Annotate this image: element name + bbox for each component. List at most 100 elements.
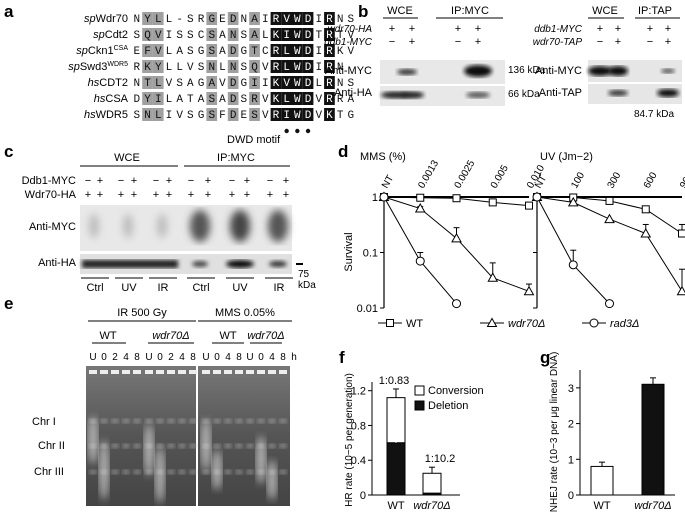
residue: R (326, 78, 333, 90)
wdr70-marker (640, 227, 652, 238)
residue: W (294, 30, 301, 42)
residue: I (315, 14, 322, 26)
y-axis-label: NHEJ rate (10−3 per μg linear DNA) (549, 352, 560, 513)
b-left-header-wce: WCE (387, 5, 413, 17)
sign: + (665, 36, 671, 48)
residue: I (315, 62, 322, 74)
wt-marker (605, 196, 614, 205)
residue: V (155, 46, 162, 58)
residue: V (315, 110, 322, 122)
residue: D (305, 30, 312, 42)
sign: − (455, 36, 461, 48)
sign: + (166, 189, 172, 201)
residue: K (273, 78, 280, 90)
x-tick-label: 0.0013 (416, 158, 441, 190)
wt-marker (525, 201, 533, 210)
residue: G (198, 46, 205, 58)
sign: + (244, 189, 250, 201)
residue: R (326, 94, 333, 106)
ratio-annotation: 1:0.83 (379, 375, 410, 387)
lane-label: 0 (157, 352, 163, 363)
b-right-row-wdr70: wdr70-TAP (533, 37, 583, 48)
residue: A (219, 94, 226, 106)
legend-label: wdr70Δ (508, 318, 545, 330)
residue: I (283, 30, 290, 42)
e-header-ir: IR 500 Gy (117, 307, 167, 319)
sign: + (131, 189, 137, 201)
sign: − (229, 175, 235, 187)
sign: + (229, 189, 235, 201)
residue: I (262, 78, 269, 90)
residue: D (230, 78, 237, 90)
ratio-annotation: 1:10.2 (425, 453, 456, 465)
residue: N (230, 30, 237, 42)
b-left-blot-ha: Anti-HA (334, 87, 373, 99)
residue: V (166, 78, 173, 90)
x-tick-label: 900 (678, 170, 685, 190)
dwd-motif-label: DWD motif (227, 134, 281, 146)
sign: + (153, 189, 159, 201)
legend-label: WT (406, 318, 423, 330)
e-header-mms: MMS 0.05% (215, 307, 275, 319)
legend-label: rad3Δ (610, 318, 639, 330)
residue: V (283, 78, 290, 90)
lane-label: 8 (134, 352, 140, 363)
residue: L (166, 14, 173, 26)
condition-label: UV (232, 282, 248, 294)
residue: R (273, 46, 280, 58)
c-conditions: Ctrl UV IR Ctrl UV IR (81, 277, 293, 294)
condition-label: IR (158, 282, 169, 294)
legend-conversion: Conversion (428, 385, 484, 397)
residue: K (337, 46, 344, 58)
b-left-header-ip: IP:MYC (451, 5, 489, 17)
y-axis-label: HR rate (10−5 per generation) (344, 373, 355, 507)
lane-label: 8 (280, 352, 286, 363)
residue: D (230, 46, 237, 58)
rad3-marker (568, 260, 578, 270)
residue: V (315, 94, 322, 106)
residue: V (176, 110, 183, 122)
panel-label-b: b (358, 2, 368, 21)
residue: - (176, 14, 183, 26)
residue: S (208, 46, 215, 58)
wdr70-marker (604, 213, 615, 224)
e-strain-4: wdr70Δ (247, 330, 284, 342)
residue: C (262, 46, 269, 58)
residue: T (315, 30, 322, 42)
b-right-header-ip: IP:TAP (638, 5, 672, 17)
panel-label-f: f (339, 348, 345, 367)
sign: − (188, 175, 194, 187)
residue: K (144, 62, 151, 74)
residue: A (176, 94, 183, 106)
residue: L (155, 14, 162, 26)
condition-label: IR (274, 282, 285, 294)
residue: N (144, 110, 151, 122)
residue: Y (144, 14, 151, 26)
species-name: spCdt2 (93, 29, 128, 41)
residue: I (315, 46, 322, 58)
residue: R (273, 110, 280, 122)
sign: + (665, 23, 671, 35)
residue: T (144, 78, 151, 90)
sign: − (389, 36, 395, 48)
residue: S (251, 110, 258, 122)
residue: W (294, 46, 301, 58)
residue: T (187, 94, 194, 106)
residue: V (348, 46, 355, 58)
species-name: hsCDT2 (88, 77, 128, 89)
sign: + (647, 23, 653, 35)
nhej-bar (590, 465, 614, 496)
residue: W (294, 78, 301, 90)
residue: I (166, 110, 173, 122)
panel-a-sequences: N Y L L - S R G E D N A I R V W D I R N SS Q V I S S C S A N S A L K I W D T R… (134, 14, 355, 122)
residue: D (230, 110, 237, 122)
residue: A (198, 94, 205, 106)
y-tick-label: 0.8 (351, 420, 366, 432)
b-left-row-ddb1: ddb1-MYC (324, 37, 373, 48)
wt-marker (641, 205, 650, 214)
sign: + (131, 175, 137, 187)
lane-label: U (89, 352, 96, 363)
residue: N (241, 14, 248, 26)
x-tick-label: 100 (569, 170, 587, 190)
